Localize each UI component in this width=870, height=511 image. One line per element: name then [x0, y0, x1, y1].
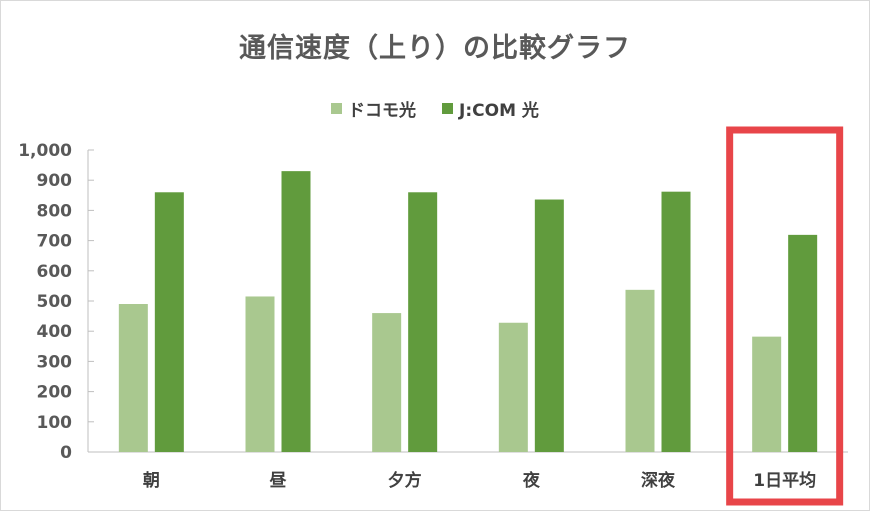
bar-docomo	[752, 336, 782, 452]
x-category-label: 深夜	[641, 470, 676, 491]
x-category-label: 夕方	[388, 470, 422, 491]
bar-jcom	[408, 192, 438, 452]
legend-label-jcom: J:COM 光	[459, 101, 539, 121]
legend-swatch-docomo	[331, 103, 343, 114]
legend-swatch-jcom	[442, 103, 454, 114]
chart-legend: ドコモ光 J:COM 光	[0, 96, 870, 121]
bar-jcom	[534, 199, 564, 452]
bar-jcom	[154, 192, 184, 452]
bar-docomo	[625, 289, 655, 452]
y-tick-label: 500	[37, 292, 73, 312]
y-tick-label: 900	[37, 171, 73, 191]
y-tick-label: 400	[37, 322, 73, 342]
bar-jcom	[281, 171, 311, 452]
bar-jcom	[788, 234, 818, 452]
bar-jcom	[661, 191, 691, 452]
y-tick-label: 0	[60, 443, 72, 463]
y-tick-label: 700	[37, 232, 73, 252]
y-tick-label: 200	[37, 383, 73, 403]
x-category-label: 昼	[270, 471, 287, 491]
legend-label-docomo: ドコモ光	[348, 101, 417, 121]
bar-docomo	[498, 322, 528, 452]
highlight-box	[726, 126, 844, 506]
x-category-label: 1日平均	[753, 470, 816, 491]
y-tick-label: 800	[37, 201, 73, 221]
bar-docomo	[372, 313, 402, 452]
legend-item-docomo: ドコモ光	[331, 96, 416, 121]
x-category-label: 朝	[143, 470, 160, 491]
x-category-label: 夜	[522, 470, 541, 491]
y-tick-label: 1,000	[18, 141, 72, 161]
bar-docomo	[245, 296, 275, 452]
bar-docomo	[118, 304, 148, 452]
y-tick-label: 600	[37, 262, 73, 282]
y-tick-label: 300	[37, 352, 73, 372]
y-tick-label: 100	[37, 413, 73, 433]
chart-title: 通信速度（上り）の比較グラフ	[239, 33, 631, 64]
legend-item-jcom: J:COM 光	[442, 96, 539, 121]
